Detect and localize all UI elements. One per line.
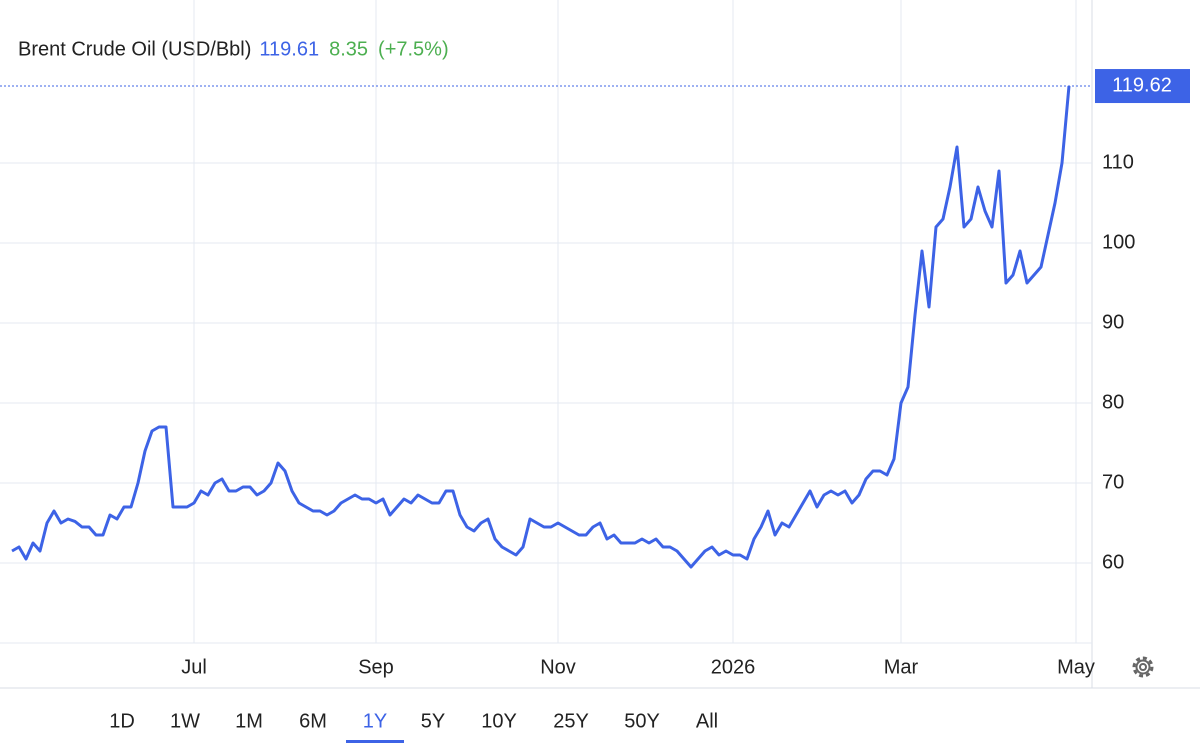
x-tick-label: 2026 bbox=[711, 656, 756, 678]
range-button[interactable]: 10Y bbox=[481, 710, 517, 732]
last-price-label: 119.62 bbox=[1112, 74, 1172, 96]
range-button[interactable]: 1M bbox=[235, 710, 263, 732]
x-tick-label: May bbox=[1057, 656, 1095, 678]
y-tick-label: 90 bbox=[1102, 311, 1124, 333]
range-button[interactable]: 50Y bbox=[624, 710, 660, 732]
range-button[interactable]: 1Y bbox=[363, 710, 387, 732]
x-tick-label: Nov bbox=[540, 656, 576, 678]
price-change-percent: (+7.5%) bbox=[378, 38, 449, 60]
settings-icon[interactable] bbox=[1132, 656, 1154, 678]
price-line bbox=[11, 85, 1071, 569]
range-button[interactable]: All bbox=[696, 710, 718, 732]
last-price-badge bbox=[1095, 69, 1190, 104]
y-tick-label: 60 bbox=[1102, 551, 1124, 573]
y-tick-label: 100 bbox=[1102, 231, 1135, 253]
range-button[interactable]: 5Y bbox=[421, 710, 445, 732]
y-tick-label: 80 bbox=[1102, 391, 1124, 413]
x-tick-label: Sep bbox=[358, 656, 394, 678]
x-tick-label: Jul bbox=[181, 656, 207, 678]
price: 119.61 bbox=[259, 38, 319, 60]
selected-underline bbox=[346, 740, 404, 743]
range-button[interactable]: 1W bbox=[170, 710, 200, 732]
range-button[interactable]: 25Y bbox=[553, 710, 589, 732]
y-tick-label: 110 bbox=[1102, 151, 1134, 173]
price-change: 8.35 bbox=[329, 38, 368, 60]
range-button[interactable]: 1D bbox=[109, 710, 135, 732]
y-tick-label: 70 bbox=[1102, 471, 1124, 493]
chart-title: Brent Crude Oil (USD/Bbl) bbox=[18, 38, 251, 60]
x-tick-label: Mar bbox=[884, 656, 919, 678]
range-button[interactable]: 6M bbox=[299, 710, 327, 732]
